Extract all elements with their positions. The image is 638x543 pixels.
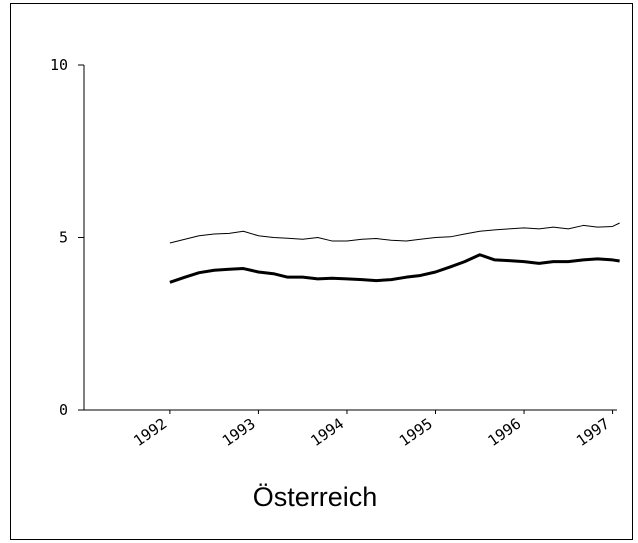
x-tick-label: 1995 [396,415,436,450]
y-tick-label: 0 [59,401,68,419]
y-tick-label: 10 [50,56,68,74]
y-tick-label: 5 [59,229,68,247]
line-series [169,253,620,284]
x-tick-label: 1993 [219,415,259,450]
x-tick-label: 1996 [484,415,524,450]
line-series [169,222,620,244]
chart-title: Österreich [253,482,378,512]
frame [10,3,633,540]
x-tick-label: 1992 [130,415,170,450]
x-tick-label: 1994 [307,415,347,450]
x-tick-label: 1997 [573,415,613,450]
